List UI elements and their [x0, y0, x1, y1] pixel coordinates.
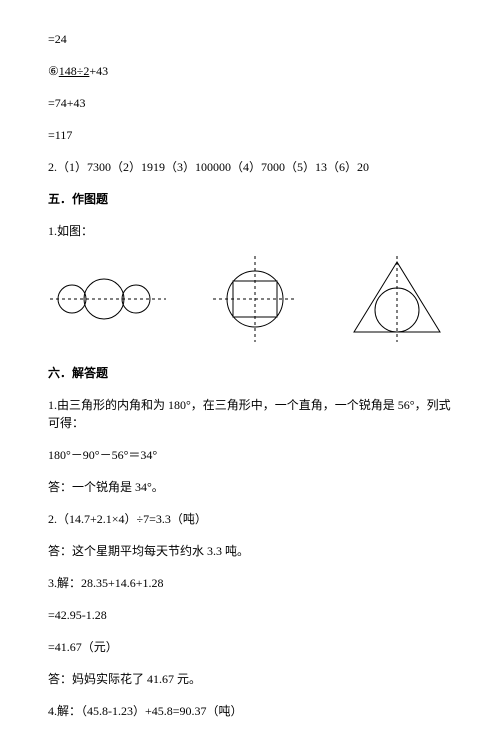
- q4-calc: 4.解：（45.8-1.23）+45.8=90.37（吨）: [48, 702, 452, 720]
- q3-step2: =42.95-1.28: [48, 606, 452, 624]
- figures-row: [48, 254, 452, 344]
- page: =24 ⑥148÷2+43 =74+43 =117 2.（1）7300（2）19…: [0, 0, 500, 754]
- calc-result-117: =117: [48, 126, 452, 144]
- q3-step1: 3.解：28.35+14.6+1.28: [48, 574, 452, 592]
- figure-circle-square: [205, 254, 305, 344]
- q1-answer: 答：一个锐角是 34°。: [48, 478, 452, 496]
- underlined-part: 148÷2: [59, 64, 90, 78]
- heading-section-5: 五．作图题: [48, 190, 452, 208]
- q1-as-figure: 1.如图：: [48, 222, 452, 240]
- q2-answer: 答：这个星期平均每天节约水 3.3 吨。: [48, 542, 452, 560]
- q1-calc: 180°－90°－56°＝34°: [48, 446, 452, 464]
- circled-6: ⑥: [48, 64, 59, 78]
- problem-6-expression: ⑥148÷2+43: [48, 62, 452, 80]
- figure-three-circles: [48, 264, 168, 334]
- q1-triangle-text: 1.由三角形的内角和为 180°，在三角形中，一个直角，一个锐角是 56°，列式…: [48, 396, 452, 432]
- q3-answer: 答：妈妈实际花了 41.67 元。: [48, 670, 452, 688]
- heading-section-6: 六．解答题: [48, 364, 452, 382]
- q2-calc: 2.（14.7+2.1×4）÷7=3.3（吨）: [48, 510, 452, 528]
- calc-result-24: =24: [48, 30, 452, 48]
- q3-result: =41.67（元）: [48, 638, 452, 656]
- answers-row-2: 2.（1）7300（2）1919（3）100000（4）7000（5）13（6）…: [48, 158, 452, 176]
- figure-triangle-circle: [342, 254, 452, 344]
- calc-step-74-43: =74+43: [48, 94, 452, 112]
- plus-43: +43: [89, 64, 108, 78]
